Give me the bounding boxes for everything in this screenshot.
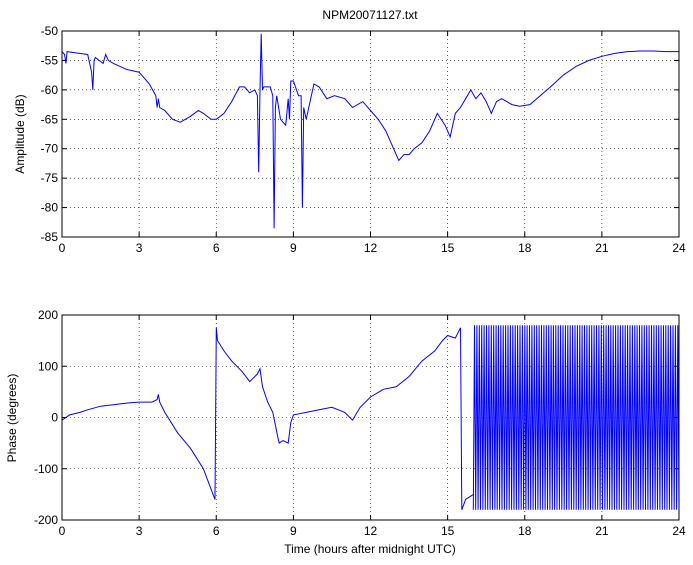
phase-trace-group bbox=[61, 325, 680, 510]
amplitude-axes-frame bbox=[61, 30, 680, 238]
amplitude-ticks: 0 3 6 9 12 15 18 21 24 -50 -55 -60 -65 -70 -75 -80 -85 bbox=[41, 24, 686, 255]
phase-wrapped-trace bbox=[472, 325, 680, 510]
amplitude-y-tick-label: -80 bbox=[41, 201, 59, 215]
amplitude-x-tick-label: 24 bbox=[672, 241, 686, 255]
amplitude-y-tick-label: -70 bbox=[41, 142, 59, 156]
amplitude-x-tick-label: 3 bbox=[136, 241, 143, 255]
phase-axes-frame bbox=[61, 314, 680, 521]
phase-x-tick-label: 9 bbox=[290, 524, 297, 538]
amplitude-y-tick-label: -55 bbox=[41, 53, 59, 67]
phase-y-tick-label: 0 bbox=[51, 411, 58, 425]
amplitude-plot: NPM20071127.txt 0 3 6 9 12 15 18 21 24 -50 -55 -60 -… bbox=[13, 8, 686, 255]
amplitude-trace bbox=[61, 33, 679, 229]
amplitude-x-tick-label: 21 bbox=[595, 241, 609, 255]
amplitude-y-tick-label: -85 bbox=[41, 230, 59, 244]
phase-y-tick-label: -100 bbox=[34, 462, 58, 476]
phase-ticks: 0 3 6 9 12 15 18 21 24 200 100 0 -100 -200 bbox=[34, 308, 686, 538]
phase-trace bbox=[61, 327, 474, 510]
phase-x-tick-label: 0 bbox=[59, 524, 66, 538]
phase-x-tick-label: 3 bbox=[136, 524, 143, 538]
phase-grid bbox=[62, 315, 679, 520]
phase-x-axis-label: Time (hours after midnight UTC) bbox=[284, 542, 456, 556]
amplitude-y-tick-label: -65 bbox=[41, 112, 59, 126]
phase-plot: 0 3 6 9 12 15 18 21 24 200 100 0 -100 -200 Phase (deg… bbox=[5, 308, 686, 556]
amplitude-trace-group bbox=[61, 33, 679, 229]
amplitude-x-tick-label: 18 bbox=[518, 241, 532, 255]
phase-x-tick-label: 18 bbox=[518, 524, 532, 538]
amplitude-y-axis-label: Amplitude (dB) bbox=[13, 94, 27, 173]
phase-y-tick-label: 100 bbox=[38, 359, 58, 373]
amplitude-x-tick-label: 15 bbox=[441, 241, 455, 255]
phase-y-tick-label: -200 bbox=[34, 513, 58, 527]
phase-y-tick-label: 200 bbox=[38, 308, 58, 322]
amplitude-x-tick-label: 6 bbox=[213, 241, 220, 255]
phase-x-tick-label: 21 bbox=[595, 524, 609, 538]
amplitude-y-tick-label: -50 bbox=[41, 24, 59, 38]
phase-x-tick-label: 6 bbox=[213, 524, 220, 538]
phase-x-tick-label: 15 bbox=[441, 524, 455, 538]
amplitude-x-tick-label: 12 bbox=[364, 241, 378, 255]
amplitude-grid bbox=[62, 31, 679, 237]
amplitude-y-tick-label: -75 bbox=[41, 171, 59, 185]
amplitude-x-tick-label: 0 bbox=[59, 241, 66, 255]
amplitude-x-tick-label: 9 bbox=[290, 241, 297, 255]
phase-x-tick-label: 12 bbox=[364, 524, 378, 538]
amplitude-y-tick-label: -60 bbox=[41, 83, 59, 97]
phase-x-tick-label: 24 bbox=[672, 524, 686, 538]
phase-y-axis-label: Phase (degrees) bbox=[5, 374, 19, 463]
chart-title: NPM20071127.txt bbox=[322, 8, 418, 22]
